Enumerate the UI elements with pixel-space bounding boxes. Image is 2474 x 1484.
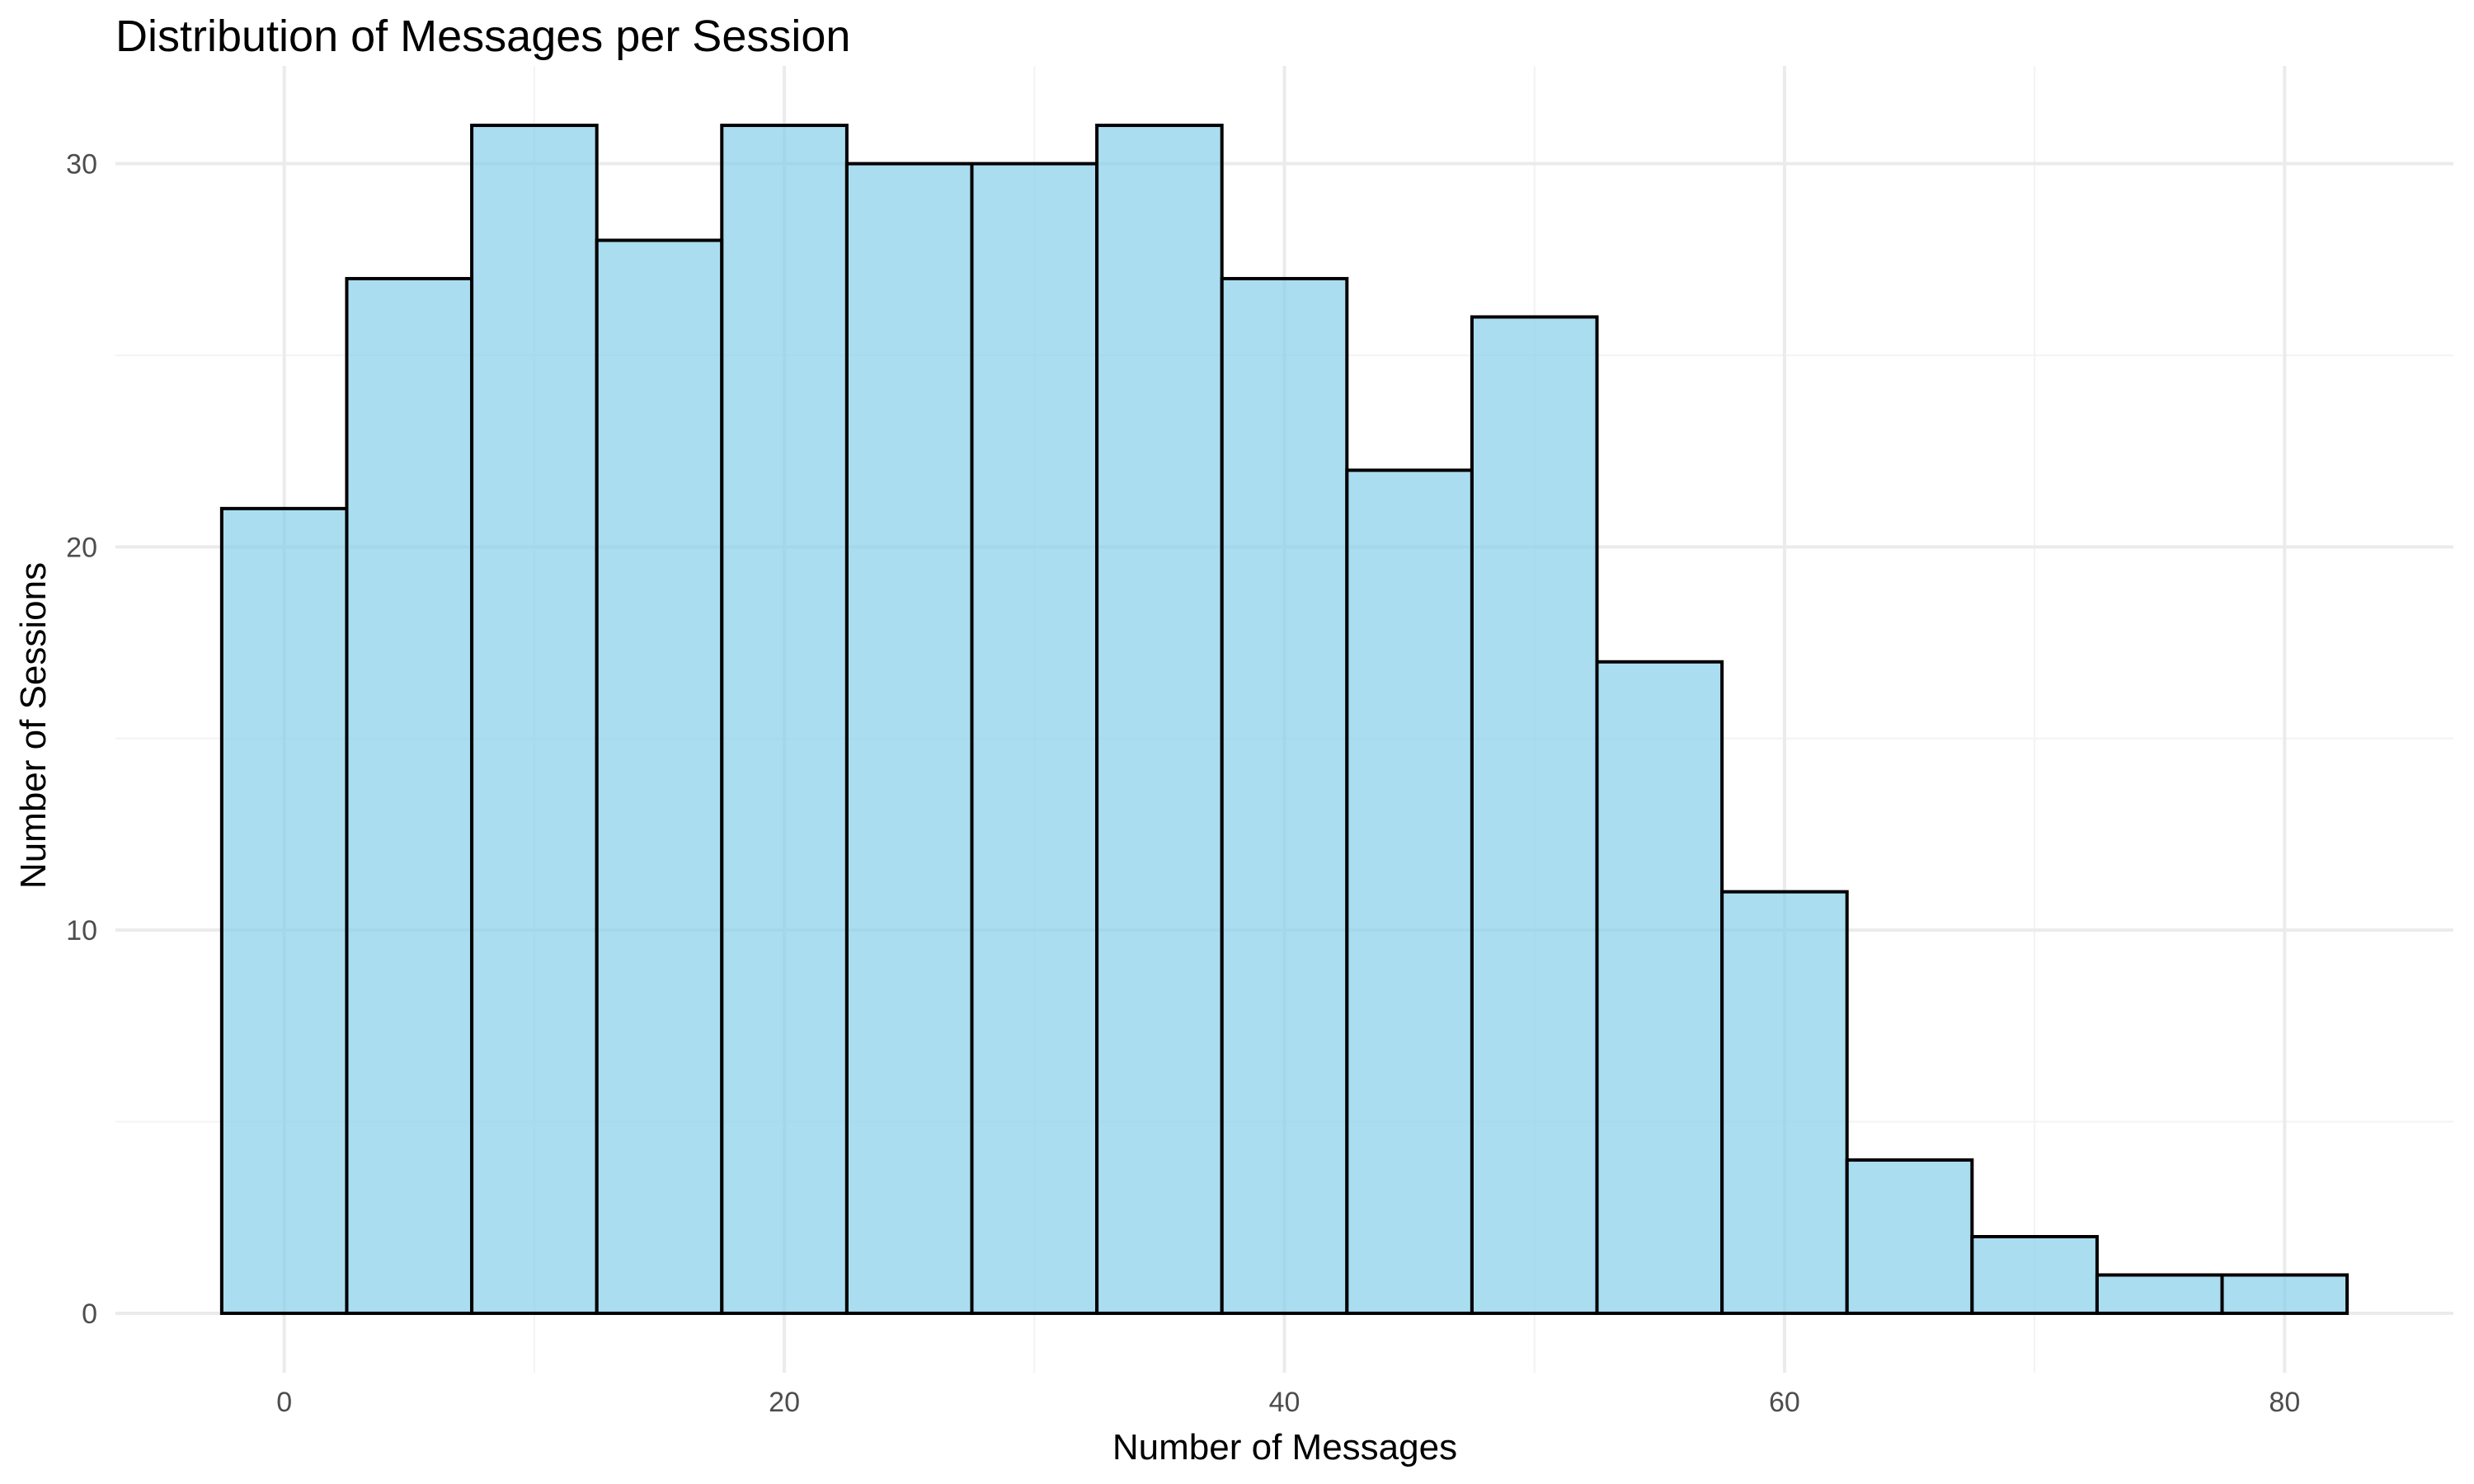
x-axis-tick-labels: 0 20 40 60 80 [276, 1387, 2300, 1418]
histogram-bar [720, 124, 849, 1315]
x-tick-label: 20 [769, 1387, 800, 1418]
histogram-bar [345, 276, 474, 1315]
histogram-bar [595, 238, 724, 1315]
histogram-bar [219, 506, 349, 1315]
histogram-bar [1345, 468, 1474, 1315]
histogram-bar [2220, 1273, 2349, 1315]
histogram-bar [470, 124, 599, 1315]
x-tick-label: 40 [1269, 1387, 1300, 1418]
x-axis-title: Number of Messages [1112, 1427, 1457, 1468]
histogram-bar [1220, 276, 1349, 1315]
y-axis-tick-labels: 0 10 20 30 [66, 149, 97, 1330]
histogram-bar [1470, 315, 1599, 1315]
x-tick-label: 0 [276, 1387, 292, 1418]
histogram-bar [1720, 890, 1849, 1315]
histogram-bar [970, 162, 1099, 1315]
chart-title: Distribution of Messages per Session [115, 12, 850, 61]
histogram-bar [1970, 1234, 2099, 1315]
histogram-bars [219, 124, 2349, 1315]
y-tick-label: 30 [66, 149, 97, 181]
histogram-bar [2095, 1273, 2224, 1315]
histogram-bar [1095, 124, 1224, 1315]
x-tick-label: 80 [2269, 1387, 2300, 1418]
y-axis-title: Number of Sessions [13, 562, 54, 889]
x-tick-label: 60 [1769, 1387, 1800, 1418]
histogram-bar [1845, 1158, 1974, 1315]
histogram-bar [1595, 660, 1724, 1315]
histogram-bar [844, 162, 974, 1315]
y-tick-label: 0 [82, 1298, 97, 1330]
y-tick-label: 20 [66, 532, 97, 563]
y-tick-label: 10 [66, 915, 97, 946]
